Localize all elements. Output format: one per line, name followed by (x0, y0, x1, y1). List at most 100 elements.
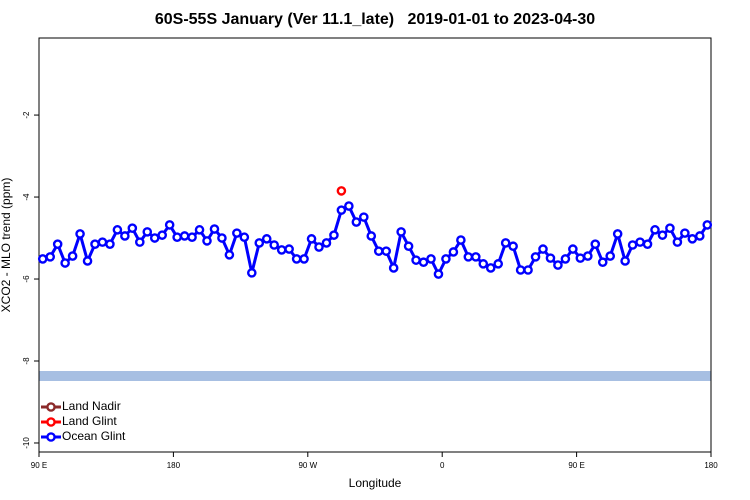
point (127, 223, 138, 233)
x-tick-label: 0 (440, 461, 445, 470)
point (336, 186, 347, 196)
point (568, 244, 578, 254)
point (470, 252, 481, 262)
point (553, 260, 563, 270)
point (500, 238, 511, 248)
legend-label: Land Nadir (62, 399, 121, 413)
point (650, 225, 660, 235)
x-tick-label: 180 (167, 461, 181, 470)
point (67, 251, 78, 261)
point (321, 238, 332, 248)
point (75, 229, 85, 239)
point (45, 252, 56, 262)
point (590, 239, 601, 249)
point (314, 242, 324, 252)
x-tick-label: 90 W (298, 461, 317, 470)
point (665, 223, 675, 233)
point (172, 232, 182, 243)
y-tick-label: -10 (22, 437, 31, 449)
point (612, 229, 623, 239)
point (217, 233, 227, 243)
point (441, 254, 451, 264)
point (52, 239, 63, 249)
point (232, 228, 242, 238)
point (508, 241, 518, 252)
point (381, 246, 392, 256)
x-tick-label: 90 E (568, 461, 584, 470)
point (672, 237, 683, 247)
y-tick-label: -8 (22, 357, 31, 365)
point (642, 239, 653, 249)
point (583, 251, 593, 261)
point (478, 259, 489, 269)
x-tick-label: 180 (704, 461, 718, 470)
point (702, 220, 713, 230)
point (358, 212, 369, 222)
point (336, 205, 347, 215)
point (597, 257, 608, 268)
point (269, 240, 280, 250)
point (120, 231, 130, 241)
point (620, 256, 630, 266)
point (261, 234, 272, 244)
point (299, 254, 309, 264)
point (366, 231, 377, 241)
point (605, 251, 616, 261)
legend-marker (46, 402, 56, 412)
point (538, 244, 548, 254)
point (418, 257, 429, 268)
point (657, 230, 668, 240)
y-axis-label: XCO2 - MLO trend (ppm) (0, 178, 13, 313)
point (448, 247, 459, 257)
point (687, 234, 698, 244)
point (224, 250, 235, 260)
point (82, 256, 93, 266)
x-tick-label: 90 E (31, 461, 47, 470)
point (239, 232, 250, 243)
point (164, 220, 175, 230)
point (134, 237, 145, 247)
point (373, 246, 384, 256)
y-tick-label: -4 (22, 193, 31, 201)
legend-label: Ocean Glint (62, 429, 126, 443)
point (179, 231, 190, 241)
point (351, 217, 362, 227)
point (194, 225, 205, 235)
point (105, 239, 115, 249)
y-tick-label: -2 (22, 111, 31, 119)
plot-frame (38, 37, 712, 453)
point (433, 269, 444, 279)
point (560, 254, 571, 264)
point (396, 227, 406, 237)
point (306, 234, 317, 244)
point (149, 233, 160, 243)
point (254, 238, 265, 248)
point (157, 230, 167, 240)
point (344, 201, 354, 211)
point (456, 235, 466, 245)
point (60, 258, 70, 268)
point (112, 225, 123, 235)
point (493, 259, 504, 269)
point (575, 253, 586, 263)
point (97, 237, 108, 247)
point (246, 268, 257, 278)
chart-title: 60S-55S January (Ver 11.1_late) 2019-01-… (155, 11, 595, 28)
point (284, 244, 294, 254)
legend-marker (46, 432, 56, 442)
point (680, 228, 690, 238)
point (463, 252, 474, 262)
point (411, 255, 421, 265)
point (202, 236, 212, 246)
point (485, 263, 496, 273)
point (291, 254, 302, 264)
point (530, 252, 541, 262)
point (635, 237, 645, 247)
point (515, 265, 526, 275)
point (90, 239, 100, 249)
legend-marker (46, 417, 56, 427)
point (388, 263, 399, 273)
legend-label: Land Glint (62, 414, 117, 428)
coverage-band (39, 371, 711, 381)
